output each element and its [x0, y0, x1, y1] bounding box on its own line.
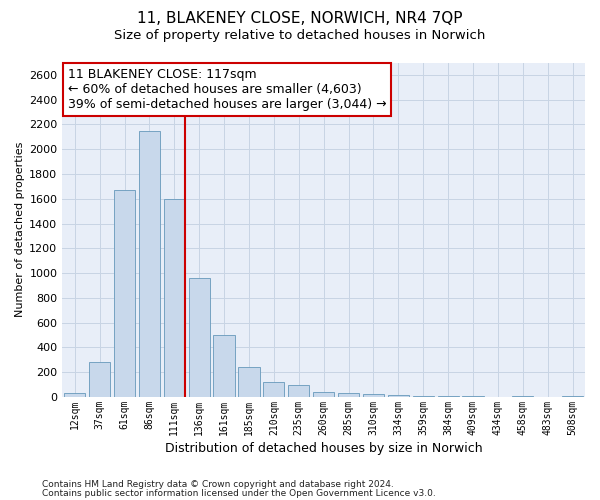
Text: Contains public sector information licensed under the Open Government Licence v3: Contains public sector information licen… — [42, 489, 436, 498]
Text: 11 BLAKENEY CLOSE: 117sqm
← 60% of detached houses are smaller (4,603)
39% of se: 11 BLAKENEY CLOSE: 117sqm ← 60% of detac… — [68, 68, 386, 110]
Bar — [114, 190, 135, 397]
Bar — [388, 395, 409, 397]
Bar — [188, 278, 210, 397]
Bar — [263, 382, 284, 397]
Bar — [463, 396, 484, 397]
Text: Contains HM Land Registry data © Crown copyright and database right 2024.: Contains HM Land Registry data © Crown c… — [42, 480, 394, 489]
Bar — [214, 335, 235, 397]
Y-axis label: Number of detached properties: Number of detached properties — [15, 142, 25, 318]
Bar — [89, 362, 110, 397]
Bar — [413, 396, 434, 397]
Bar — [288, 386, 310, 397]
Text: 11, BLAKENEY CLOSE, NORWICH, NR4 7QP: 11, BLAKENEY CLOSE, NORWICH, NR4 7QP — [137, 11, 463, 26]
Bar — [338, 392, 359, 397]
Bar — [164, 199, 185, 397]
Bar — [64, 394, 85, 397]
Bar — [139, 130, 160, 397]
Bar — [562, 396, 583, 397]
Bar — [512, 396, 533, 397]
Bar — [238, 366, 260, 397]
Bar — [363, 394, 384, 397]
Text: Size of property relative to detached houses in Norwich: Size of property relative to detached ho… — [115, 29, 485, 42]
Bar — [437, 396, 458, 397]
Bar — [313, 392, 334, 397]
X-axis label: Distribution of detached houses by size in Norwich: Distribution of detached houses by size … — [165, 442, 482, 455]
